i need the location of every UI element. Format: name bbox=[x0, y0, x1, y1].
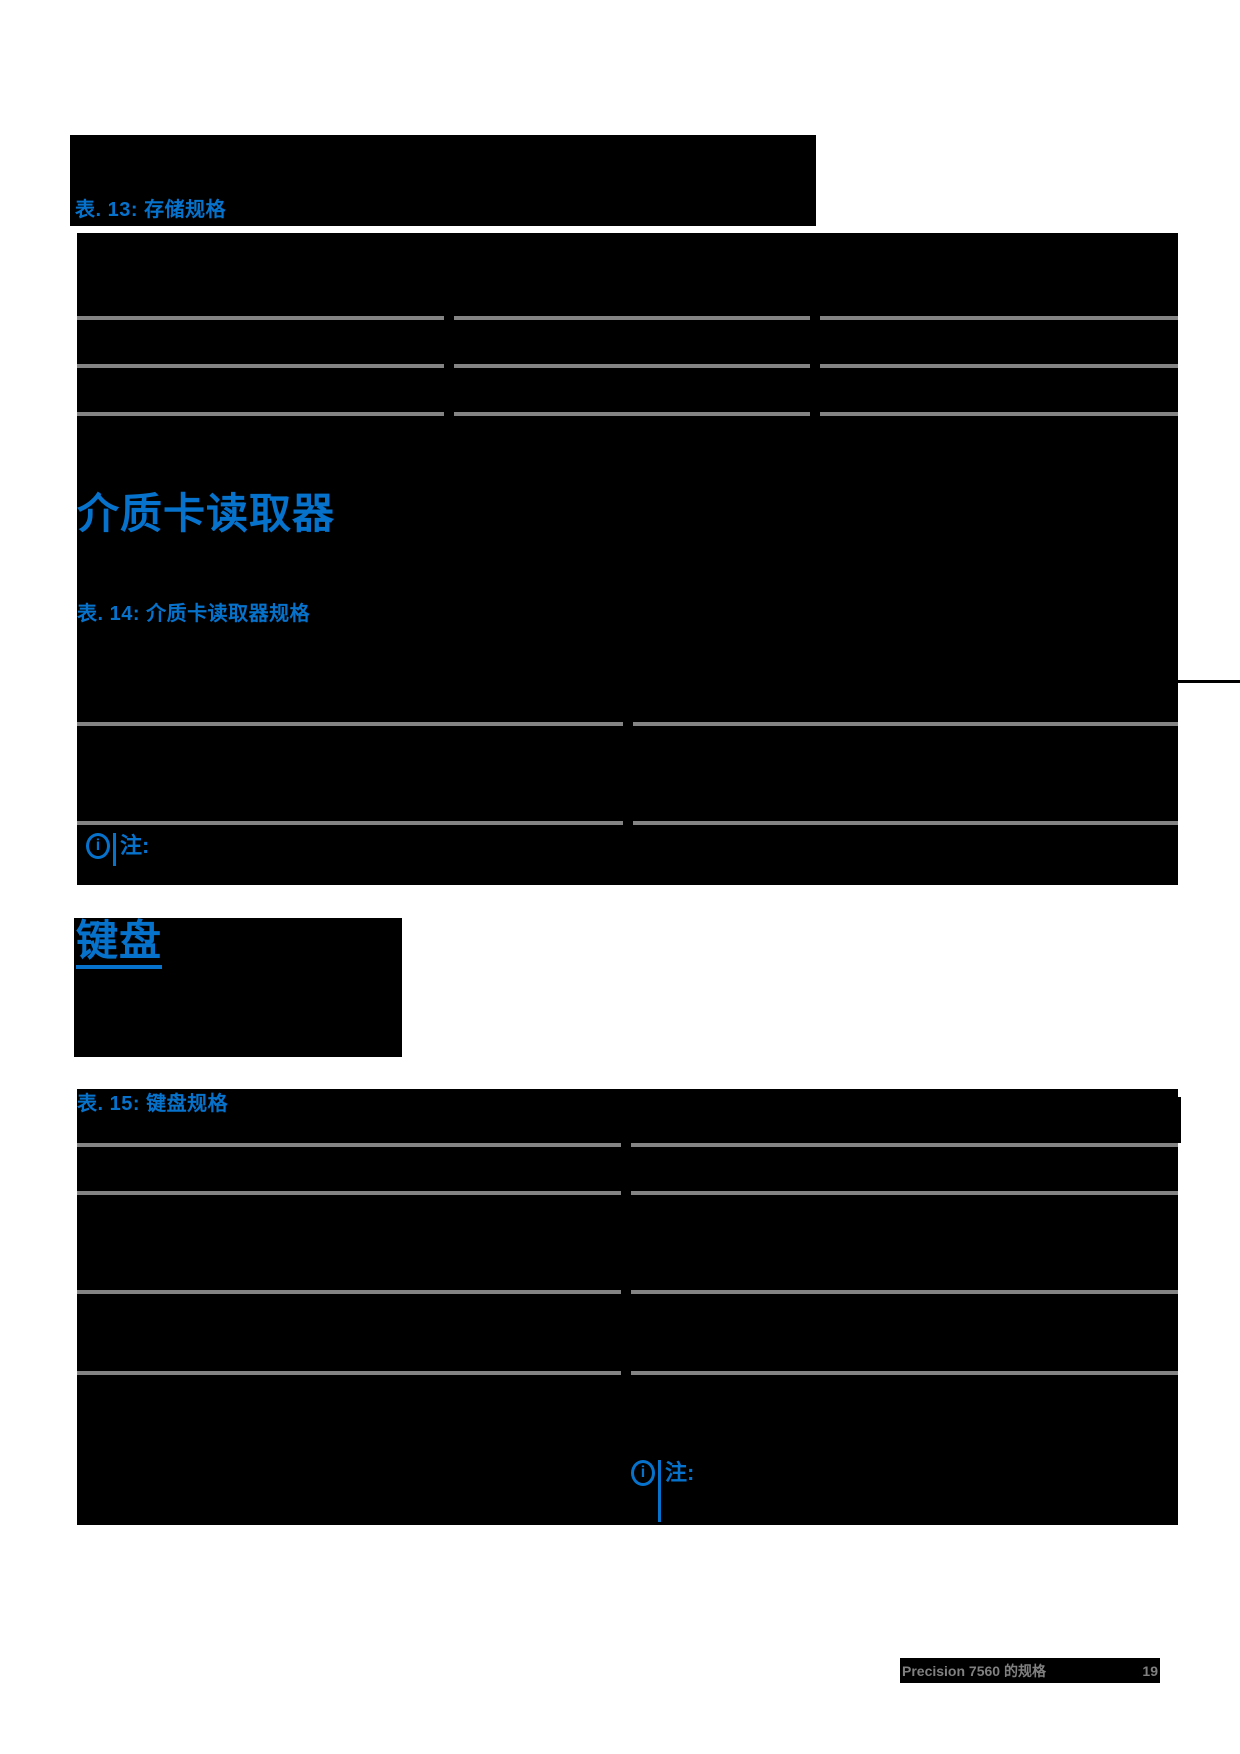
info-icon: i bbox=[631, 1460, 655, 1486]
keyboard-heading-block: 键盘 bbox=[74, 918, 402, 1057]
storage-intro-block: 表. 13: 存储规格 bbox=[70, 135, 816, 226]
row-divider bbox=[77, 316, 1178, 320]
table-caption-15: 表. 15: 键盘规格 bbox=[77, 1093, 229, 1115]
row-divider bbox=[77, 1191, 1178, 1195]
info-icon: i bbox=[86, 833, 110, 859]
footer-doc-title: Precision 7560 的规格 bbox=[902, 1662, 1046, 1679]
section-heading-media-card-reader: 介质卡读取器 bbox=[77, 490, 336, 537]
table-border-artifact bbox=[1178, 680, 1240, 683]
note-label: 注: bbox=[665, 1460, 695, 1485]
keyboard-heading-text: 键盘 bbox=[76, 918, 163, 969]
table-caption-14: 表. 14: 介质卡读取器规格 bbox=[77, 603, 311, 625]
row-divider bbox=[77, 1143, 1178, 1147]
section-heading-keyboard: 键盘 bbox=[76, 918, 163, 969]
table-caption-13: 表. 13: 存储规格 bbox=[75, 199, 227, 221]
row-divider bbox=[77, 1371, 1178, 1375]
keyboard-table: 表. 15: 键盘规格 i 注: bbox=[77, 1089, 1178, 1525]
row-divider bbox=[77, 364, 1178, 368]
storage-table: 介质卡读取器 表. 14: 介质卡读取器规格 i 注: bbox=[77, 233, 1178, 885]
note-label: 注: bbox=[120, 833, 150, 858]
note-row: i 注: bbox=[86, 833, 149, 866]
table-border-artifact bbox=[1178, 1097, 1181, 1143]
row-divider bbox=[77, 1290, 1178, 1294]
footer-page-number: 19 bbox=[1142, 1662, 1158, 1679]
note-row: i 注: bbox=[631, 1460, 694, 1522]
note-divider bbox=[658, 1460, 661, 1522]
row-divider bbox=[77, 722, 1178, 726]
row-divider bbox=[77, 821, 1178, 825]
page-footer: Precision 7560 的规格 19 bbox=[900, 1658, 1160, 1683]
note-divider bbox=[113, 833, 116, 866]
row-divider bbox=[77, 412, 1178, 416]
